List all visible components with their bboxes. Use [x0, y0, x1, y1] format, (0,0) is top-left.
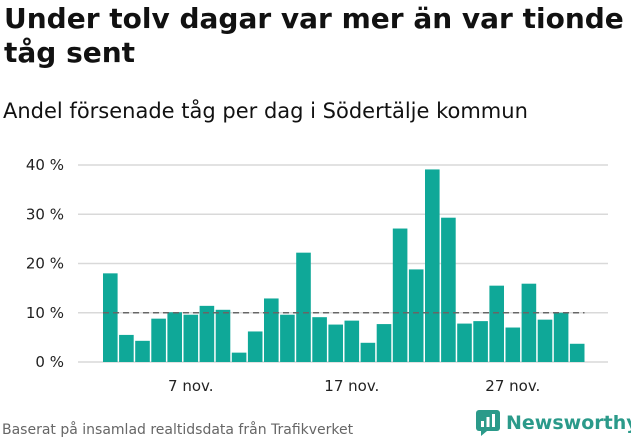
bar: [553, 312, 569, 362]
x-axis-ticks: 7 nov. 17 nov. 27 nov.: [168, 377, 540, 395]
bar: [215, 309, 231, 362]
bar: [119, 334, 134, 362]
bar: [312, 317, 327, 362]
bars: [103, 169, 585, 362]
bar: [569, 343, 585, 362]
logo-text: Newsworthy: [506, 412, 631, 434]
chart-subtitle: Andel försenade tåg per dag i Södertälje…: [3, 99, 528, 123]
bar: [247, 331, 263, 362]
bar: [103, 273, 118, 362]
y-axis-ticks: 0 % 10 % 20 % 30 % 40 %: [26, 156, 64, 371]
bar: [521, 283, 537, 362]
bar: [360, 342, 376, 362]
bar: [231, 352, 247, 362]
bar: [151, 318, 166, 362]
y-tick-label: 20 %: [26, 255, 64, 273]
bar: [167, 312, 182, 362]
bar: [489, 285, 504, 362]
x-tick-label: 7 nov.: [168, 377, 213, 395]
bar: [199, 305, 215, 362]
bar: [505, 327, 521, 362]
bar: [296, 252, 311, 362]
bar: [344, 320, 360, 362]
bar: [264, 298, 279, 362]
y-tick-label: 30 %: [26, 205, 64, 223]
x-tick-label: 17 nov.: [324, 377, 379, 395]
bar: [441, 217, 456, 362]
bar: [328, 324, 343, 362]
bar: [376, 324, 392, 362]
bar: [425, 169, 440, 362]
y-tick-label: 0 %: [35, 353, 64, 371]
bar: [408, 269, 424, 362]
bar: [183, 314, 199, 362]
newsworthy-logo-icon: [476, 410, 500, 436]
y-tick-label: 10 %: [26, 304, 64, 322]
bar: [392, 228, 408, 362]
bar: [457, 323, 472, 362]
chart-title: Under tolv dagar var mer än var tionde t…: [4, 2, 624, 69]
bar: [135, 340, 150, 362]
bar-chart: 0 % 10 % 20 % 30 % 40 % 7 nov. 17 nov. 27 nov.: [26, 156, 608, 395]
bar: [473, 321, 488, 362]
bar: [280, 314, 295, 362]
bar: [537, 319, 553, 362]
source-note: Baserat på insamlad realtidsdata från Tr…: [2, 422, 354, 438]
newsworthy-logo: Newsworthy: [476, 408, 631, 438]
y-tick-label: 40 %: [26, 156, 64, 174]
x-tick-label: 27 nov.: [485, 377, 540, 395]
